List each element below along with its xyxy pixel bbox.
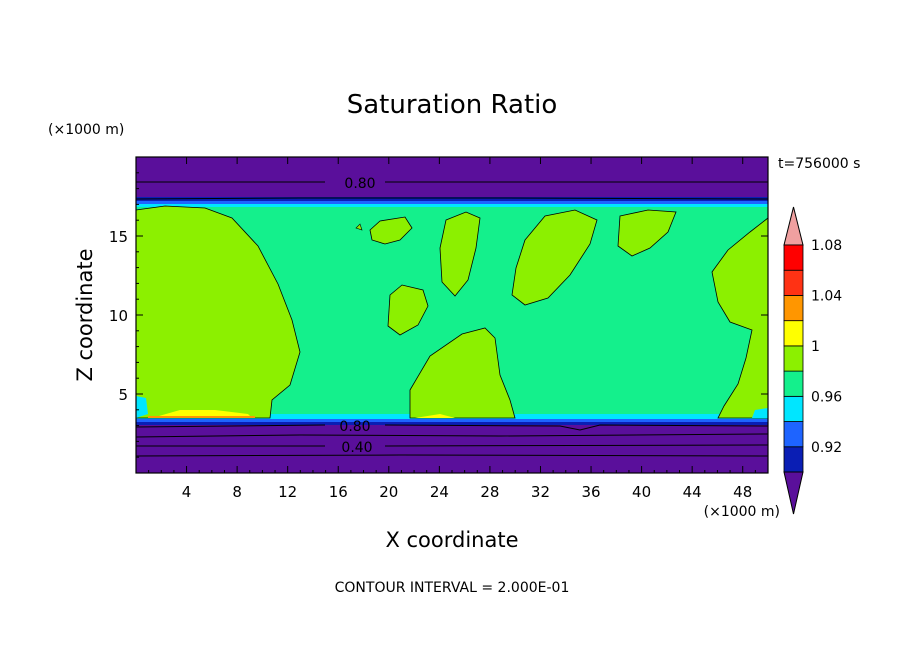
lower-layer-band — [136, 422, 768, 425]
supersaturated-patch — [711, 217, 769, 419]
x-tick-label: 32 — [531, 483, 550, 501]
x-units-label: (×1000 m) — [704, 504, 780, 520]
time-label: t=756000 s — [778, 156, 860, 172]
colorbar-swatch — [783, 446, 804, 473]
colorbar-swatch — [783, 395, 804, 422]
plot-area: 0.80 0.80 0.40 — [135, 156, 769, 474]
colorbar-swatch — [783, 421, 804, 448]
x-tick-label: 4 — [182, 483, 192, 501]
colorbar-bottom-arrow — [783, 471, 804, 515]
high-saturation-spot — [148, 416, 255, 418]
colorbar-swatch — [783, 295, 804, 322]
upper-layer-band — [136, 204, 768, 207]
x-tick-label: 24 — [430, 483, 449, 501]
subsaturated-pocket — [752, 408, 768, 418]
lower-layer-band — [136, 419, 768, 422]
contour-line — [136, 444, 769, 447]
supersaturated-patch — [387, 284, 429, 336]
colorbar: 0.92 0.96 1 1.04 1.08 — [783, 206, 842, 515]
y-axis-label: Z coordinate — [73, 248, 97, 381]
x-tick-label: 36 — [581, 483, 600, 501]
colorbar-label: 1 — [811, 339, 820, 355]
y-tick-label: 15 — [109, 228, 128, 246]
x-tick-label: 44 — [683, 483, 702, 501]
y-tick-label: 5 — [118, 386, 128, 404]
y-units-label: (×1000 m) — [48, 122, 124, 138]
colorbar-top-arrow — [783, 206, 804, 246]
colorbar-label: 0.96 — [811, 389, 842, 405]
supersaturated-patch — [617, 209, 677, 257]
colorbar-swatch — [783, 269, 804, 296]
colorbar-swatch — [783, 244, 804, 271]
contour-label: 0.80 — [339, 419, 370, 435]
y-axis: 5 10 15 — [109, 172, 768, 458]
colorbar-swatch — [783, 320, 804, 347]
supersaturated-patch — [369, 216, 413, 245]
contour-line — [135, 197, 769, 200]
supersaturated-patch — [439, 211, 481, 297]
supersaturated-patch — [135, 205, 301, 419]
subsaturated-pocket — [136, 396, 148, 418]
upper-layer-band — [136, 197, 768, 201]
high-saturation-spot — [415, 414, 455, 418]
x-tick-label: 8 — [232, 483, 242, 501]
supersaturated-patch — [511, 209, 598, 306]
colorbar-label: 1.08 — [811, 238, 842, 254]
x-tick-label: 40 — [632, 483, 651, 501]
supersaturated-patch — [409, 327, 516, 419]
y-tick-label: 10 — [109, 307, 128, 325]
colorbar-label: 1.04 — [811, 288, 842, 304]
contour-label: 0.40 — [341, 440, 372, 456]
colorbar-swatch — [783, 370, 804, 397]
contour-line — [135, 433, 769, 438]
x-axis: 4 8 12 16 20 24 28 32 36 40 44 48 — [148, 157, 756, 501]
x-tick-label: 16 — [329, 483, 348, 501]
x-tick-label: 28 — [480, 483, 499, 501]
x-tick-label: 20 — [379, 483, 398, 501]
colorbar-label: 0.92 — [811, 440, 842, 456]
contour-interval-note: CONTOUR INTERVAL = 2.000E-01 — [335, 580, 570, 596]
contour-line — [135, 424, 769, 431]
x-tick-label: 48 — [733, 483, 752, 501]
chart-title: Saturation Ratio — [347, 90, 558, 120]
supersaturated-patch — [355, 223, 363, 231]
upper-layer-band — [136, 201, 768, 204]
colorbar-swatch — [783, 345, 804, 372]
contour-line — [135, 454, 769, 457]
x-tick-label: 12 — [278, 483, 297, 501]
contour-label: 0.80 — [344, 176, 375, 192]
x-axis-label: X coordinate — [385, 528, 518, 552]
